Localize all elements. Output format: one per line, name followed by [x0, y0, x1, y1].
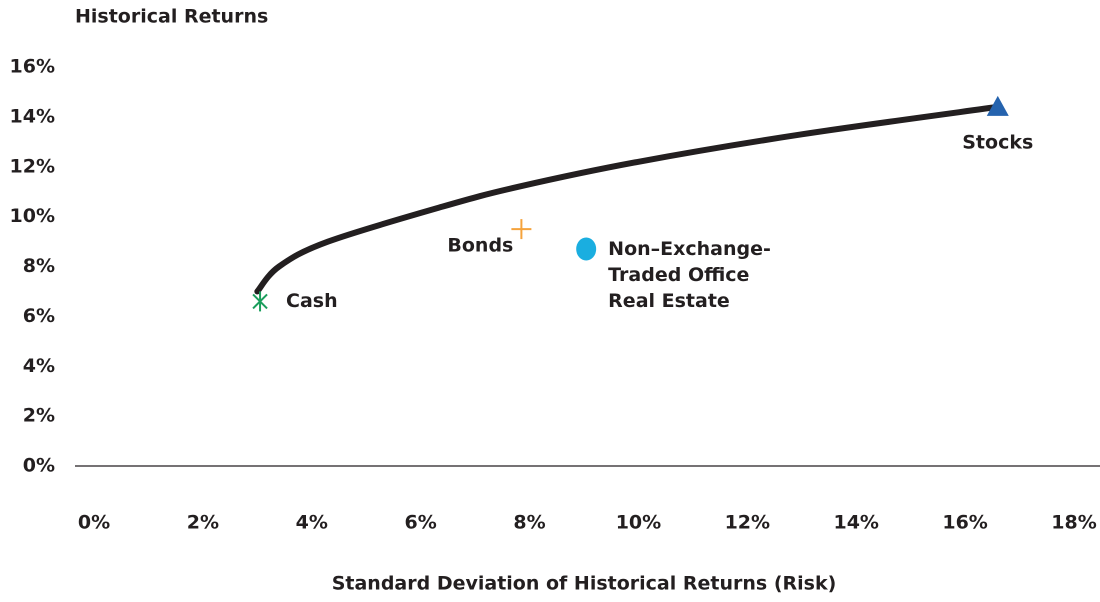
x-axis-title: Standard Deviation of Historical Returns…: [332, 573, 837, 595]
point-triangle: [986, 95, 1009, 116]
y-tick-label: 10%: [10, 205, 55, 227]
marker-shape: [986, 95, 1009, 116]
y-tick-label: 6%: [23, 305, 55, 327]
frontier-line: [254, 103, 1001, 295]
y-tick-label: 8%: [23, 255, 55, 277]
point-label: Stocks: [962, 131, 1033, 153]
point-label: Cash: [286, 290, 338, 312]
x-tick-label: 12%: [725, 512, 770, 534]
y-tick-label: 14%: [10, 105, 55, 127]
x-tick-label: 0%: [78, 512, 110, 534]
point-plus: [511, 219, 532, 240]
y-tick-label: 2%: [23, 405, 55, 427]
y-tick-label: 12%: [10, 155, 55, 177]
chart-title: Historical Returns: [75, 6, 268, 28]
x-tick-label: 14%: [833, 512, 878, 534]
marker-stroke: [252, 293, 268, 310]
x-tick-label: 8%: [513, 512, 545, 534]
y-tick-label: 4%: [23, 355, 55, 377]
point-asterisk: [252, 291, 268, 312]
point-circle: [576, 237, 597, 261]
x-tick-label: 18%: [1051, 512, 1096, 534]
marker-shape: [576, 237, 597, 261]
y-tick-label: 0%: [23, 455, 55, 477]
x-tick-label: 4%: [296, 512, 328, 534]
x-tick-label: 2%: [187, 512, 219, 534]
y-tick-label: 16%: [10, 56, 55, 78]
x-tick-label: 10%: [616, 512, 661, 534]
x-tick-label: 6%: [405, 512, 437, 534]
point-label: Bonds: [447, 235, 513, 257]
point-label: Non–Exchange-Traded Office Real Estate: [608, 238, 771, 312]
x-tick-label: 16%: [942, 512, 987, 534]
